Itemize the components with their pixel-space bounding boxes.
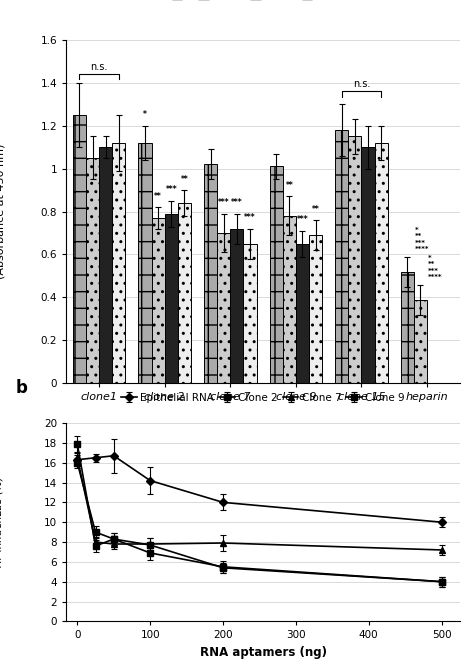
X-axis label: RNA aptamers (ng): RNA aptamers (ng) xyxy=(200,646,327,659)
Bar xyxy=(86,158,99,383)
Text: *
**
***
****: * ** *** **** xyxy=(428,254,443,280)
Bar xyxy=(152,218,165,383)
Bar xyxy=(296,244,309,383)
Text: ***: *** xyxy=(218,198,229,208)
Text: **: ** xyxy=(181,175,188,184)
Text: ***: *** xyxy=(297,215,308,225)
Text: **: ** xyxy=(311,205,319,214)
Text: n.s.: n.s. xyxy=(353,79,370,89)
Text: ***: *** xyxy=(231,198,243,208)
Text: **: ** xyxy=(154,192,162,201)
Bar xyxy=(348,136,361,383)
Bar xyxy=(112,143,125,383)
Text: *: * xyxy=(143,110,147,119)
Bar xyxy=(138,143,152,383)
Text: b: b xyxy=(15,379,27,397)
Legend: Epithelial RNA, Clone 2, Clone 7, Clone 9: Epithelial RNA, Clone 2, Clone 7, Clone … xyxy=(117,389,409,407)
Bar xyxy=(243,244,256,383)
Legend: 0, 33 nM, 66 nM, 165 nM: 0, 33 nM, 66 nM, 165 nM xyxy=(168,0,358,5)
Bar xyxy=(230,229,243,383)
Text: ***: *** xyxy=(165,185,177,194)
Bar xyxy=(309,235,322,383)
Bar xyxy=(164,214,178,383)
Bar xyxy=(401,272,414,383)
Text: *
**
***
****: * ** *** **** xyxy=(415,227,430,253)
Bar xyxy=(283,215,296,383)
Bar xyxy=(374,143,388,383)
Y-axis label: Binding of vitronectin
(Absorbance at 450 nm): Binding of vitronectin (Absorbance at 45… xyxy=(0,144,5,279)
Bar xyxy=(217,233,230,383)
Bar xyxy=(178,203,191,383)
Bar xyxy=(73,115,86,383)
Text: a: a xyxy=(15,0,27,3)
Y-axis label: [125 I]-Vnbinding to
$H.\ influenzae$ (%): [125 I]-Vnbinding to $H.\ influenzae$ (%… xyxy=(0,470,5,574)
Bar xyxy=(361,147,374,383)
Bar xyxy=(414,299,427,383)
Text: n.s.: n.s. xyxy=(91,62,108,72)
Bar xyxy=(335,130,348,383)
Bar xyxy=(270,167,283,383)
Bar xyxy=(99,147,112,383)
Text: ***: *** xyxy=(244,214,256,222)
Text: **: ** xyxy=(285,181,293,190)
Bar xyxy=(204,165,217,383)
